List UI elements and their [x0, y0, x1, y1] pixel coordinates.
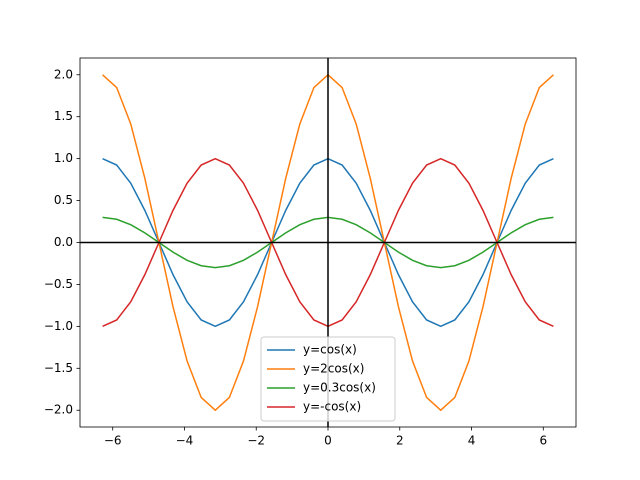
x-tick-label: −4 [176, 434, 194, 448]
y-tick-label: −0.5 [44, 277, 73, 291]
legend-label: y=2cos(x) [303, 362, 364, 376]
x-tick-label: −6 [104, 434, 122, 448]
y-tick-label: 0.0 [54, 235, 73, 249]
y-tick-label: 2.0 [54, 67, 73, 81]
x-tick-label: −2 [247, 434, 265, 448]
y-tick-label: −2.0 [44, 403, 73, 417]
y-tick-label: 1.5 [54, 109, 73, 123]
legend-box [260, 336, 396, 422]
x-tick-label: 4 [468, 434, 476, 448]
plot-frame [79, 57, 577, 428]
y-tick-label: −1.0 [44, 319, 73, 333]
y-tick-label: 0.5 [54, 193, 73, 207]
legend-label: y=0.3cos(x) [303, 381, 376, 395]
y-tick-label: −1.5 [44, 361, 73, 375]
legend: y=cos(x) y=2cos(x) y=0.3cos(x) y=-cos(x) [260, 336, 396, 422]
x-tick-label: 0 [324, 434, 332, 448]
legend-label: y=cos(x) [303, 343, 357, 357]
x-tick-label: 6 [539, 434, 547, 448]
y-tick-label: 1.0 [54, 151, 73, 165]
legend-label: y=-cos(x) [303, 400, 361, 414]
x-tick-label: 2 [396, 434, 404, 448]
